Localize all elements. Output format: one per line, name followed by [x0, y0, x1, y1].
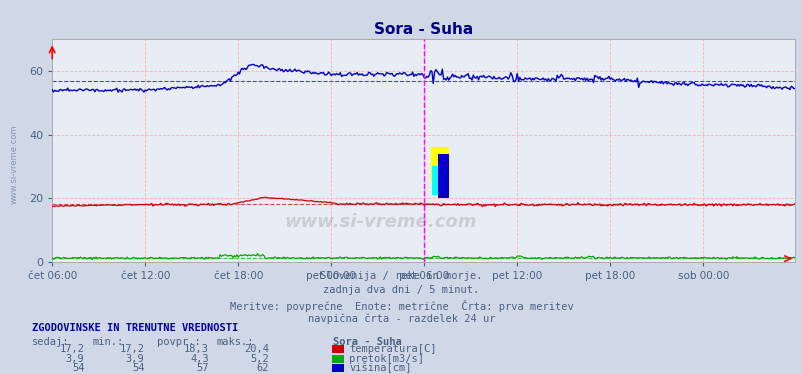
Text: sedaj:: sedaj:: [32, 337, 70, 347]
Text: 5,2: 5,2: [250, 354, 269, 364]
Text: ZGODOVINSKE IN TRENUTNE VREDNOSTI: ZGODOVINSKE IN TRENUTNE VREDNOSTI: [32, 323, 238, 333]
Text: 3,9: 3,9: [126, 354, 144, 364]
Text: 62: 62: [256, 363, 269, 373]
Text: min.:: min.:: [92, 337, 124, 347]
Text: 4,3: 4,3: [190, 354, 209, 364]
Text: 20,4: 20,4: [244, 344, 269, 354]
Text: www.si-vreme.com: www.si-vreme.com: [285, 213, 476, 231]
Text: povpr.:: povpr.:: [156, 337, 200, 347]
Text: maks.:: maks.:: [217, 337, 254, 347]
Text: Slovenija / reke in morje.: Slovenija / reke in morje.: [320, 271, 482, 281]
Bar: [438, 154, 448, 198]
Text: pretok[m3/s]: pretok[m3/s]: [349, 354, 423, 364]
Text: Meritve: povprečne  Enote: metrične  Črta: prva meritev: Meritve: povprečne Enote: metrične Črta:…: [229, 300, 573, 312]
Text: 17,2: 17,2: [59, 344, 84, 354]
Text: 3,9: 3,9: [66, 354, 84, 364]
Text: zadnja dva dni / 5 minut.: zadnja dva dni / 5 minut.: [323, 285, 479, 295]
Text: 57: 57: [196, 363, 209, 373]
Text: www.si-vreme.com: www.si-vreme.com: [10, 125, 18, 204]
Text: višina[cm]: višina[cm]: [349, 363, 411, 373]
Text: navpična črta - razdelek 24 ur: navpična črta - razdelek 24 ur: [307, 314, 495, 324]
Bar: [431, 166, 442, 195]
Bar: [430, 147, 448, 183]
Text: 54: 54: [71, 363, 84, 373]
Text: 17,2: 17,2: [119, 344, 144, 354]
Text: Sora - Suha: Sora - Suha: [333, 337, 402, 347]
Text: 18,3: 18,3: [184, 344, 209, 354]
Text: temperatura[C]: temperatura[C]: [349, 344, 436, 354]
Text: 54: 54: [132, 363, 144, 373]
Title: Sora - Suha: Sora - Suha: [374, 22, 472, 37]
